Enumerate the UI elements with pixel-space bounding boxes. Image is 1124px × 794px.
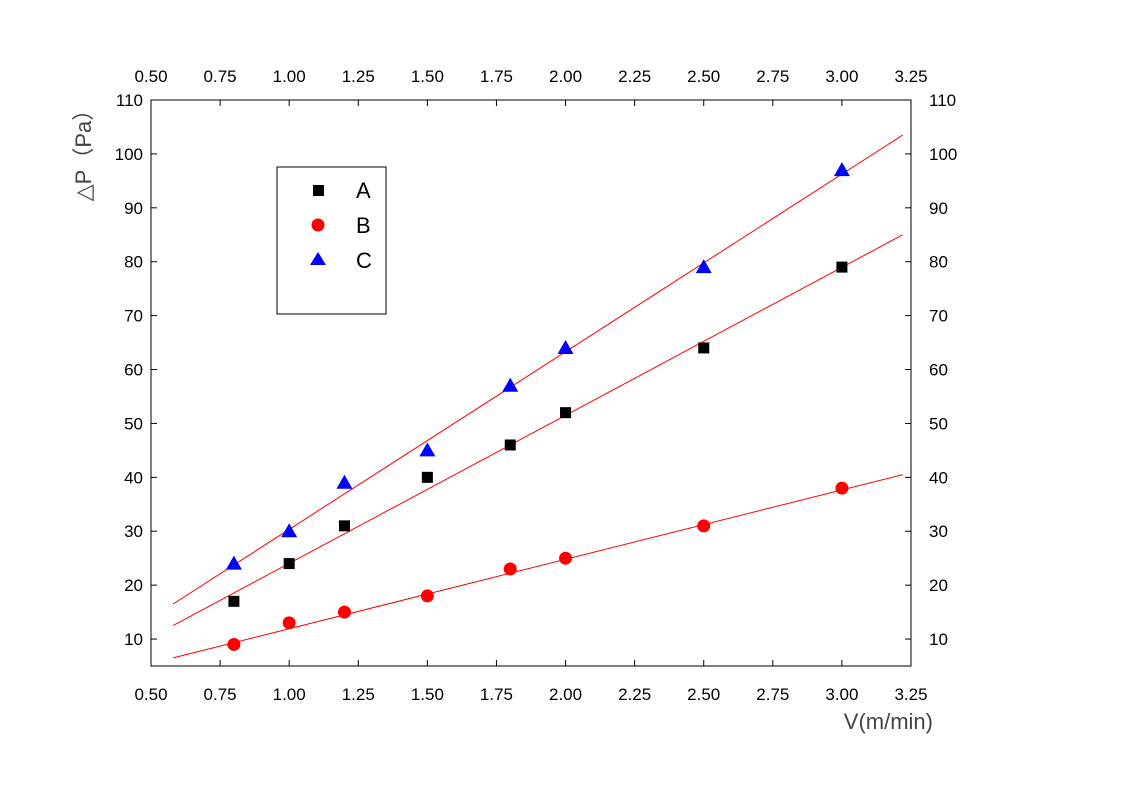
point-b	[503, 562, 517, 576]
y-axis-title: △P（Pa）	[71, 99, 96, 202]
plot-frame	[150, 99, 912, 667]
y-tick-label-left: 110	[116, 91, 143, 110]
point-b	[337, 605, 351, 619]
legend-marker-b	[311, 218, 325, 232]
point-c	[225, 555, 242, 570]
x-tick-label-top: 1.25	[342, 67, 375, 86]
legend: A B C	[276, 166, 387, 315]
x-tick-label-top: 2.00	[549, 67, 582, 86]
y-tick-label-left: 90	[124, 199, 143, 218]
point-b	[559, 551, 573, 565]
x-tick-label-bottom: 1.50	[411, 685, 444, 704]
legend-label-c: C	[356, 248, 372, 273]
point-b	[835, 481, 849, 495]
point-a	[283, 558, 295, 570]
point-c	[695, 259, 712, 274]
y-tick-label-right: 50	[929, 414, 948, 433]
x-tick-label-bottom: 0.75	[204, 685, 237, 704]
x-tick-label-bottom: 2.50	[687, 685, 720, 704]
point-a	[836, 261, 848, 273]
point-c	[281, 523, 298, 538]
point-c	[419, 442, 436, 457]
point-a	[421, 471, 433, 483]
y-tick-label-right: 20	[929, 576, 948, 595]
y-tick-label-right: 110	[929, 91, 956, 110]
x-tick-label-top: 3.00	[825, 67, 858, 86]
x-tick-label-top: 1.50	[411, 67, 444, 86]
y-tick-label-right: 80	[929, 253, 948, 272]
point-c	[502, 377, 519, 392]
x-tick-label-bottom: 1.25	[342, 685, 375, 704]
point-b	[697, 519, 711, 533]
legend-marker-c	[310, 252, 326, 265]
y-tick-label-left: 100	[115, 145, 143, 164]
legend-label-a: A	[356, 178, 371, 203]
y-tick-label-right: 70	[929, 307, 948, 326]
x-tick-label-top: 2.50	[687, 67, 720, 86]
y-tick-label-left: 20	[124, 576, 143, 595]
x-tick-label-top: 1.75	[480, 67, 513, 86]
y-tick-label-right: 30	[929, 522, 948, 541]
x-tick-label-bottom: 2.00	[549, 685, 582, 704]
y-tick-label-right: 60	[929, 361, 948, 380]
x-tick-label-bottom: 1.00	[273, 685, 306, 704]
fit-lines	[172, 134, 903, 659]
y-tick-label-right: 10	[929, 630, 948, 649]
y-tick-label-left: 10	[124, 630, 143, 649]
x-tick-label-top: 0.50	[134, 67, 167, 86]
point-b	[420, 589, 434, 603]
x-tick-label-bottom: 3.25	[894, 685, 927, 704]
y-tick-label-left: 40	[124, 468, 143, 487]
y-tick-label-right: 90	[929, 199, 948, 218]
y-tick-label-left: 50	[124, 414, 143, 433]
fit-line-a	[172, 234, 903, 627]
x-tick-label-bottom: 2.25	[618, 685, 651, 704]
x-tick-label-top: 2.75	[756, 67, 789, 86]
point-a	[228, 595, 240, 607]
x-tick-label-bottom: 0.50	[134, 685, 167, 704]
point-c	[557, 339, 574, 354]
x-tick-label-top: 3.25	[894, 67, 927, 86]
axis-ticks: 0.50 0.50 0.75 0.75 1.00 1.00 1.25 1.25 1.50 1.50…	[115, 67, 958, 704]
x-tick-label-bottom: 2.75	[756, 685, 789, 704]
y-tick-label-left: 30	[124, 522, 143, 541]
point-b	[282, 616, 296, 630]
x-tick-label-bottom: 1.75	[480, 685, 513, 704]
y-tick-label-right: 100	[929, 145, 957, 164]
point-c	[833, 162, 850, 177]
x-tick-label-top: 0.75	[204, 67, 237, 86]
point-a	[504, 439, 516, 451]
y-tick-label-right: 40	[929, 468, 948, 487]
point-a	[338, 520, 350, 532]
y-tick-label-left: 80	[124, 253, 143, 272]
point-a	[560, 407, 572, 419]
x-tick-label-top: 2.25	[618, 67, 651, 86]
x-tick-label-top: 1.00	[273, 67, 306, 86]
fit-line-b	[172, 474, 903, 659]
y-tick-label-left: 60	[124, 361, 143, 380]
legend-label-b: B	[356, 213, 371, 238]
y-tick-label-left: 70	[124, 307, 143, 326]
data-points	[225, 162, 850, 651]
point-c	[336, 474, 353, 489]
legend-marker-a	[313, 185, 324, 196]
point-b	[227, 637, 241, 651]
point-a	[698, 342, 710, 354]
x-tick-label-bottom: 3.00	[825, 685, 858, 704]
x-axis-title: V(m/min)	[844, 709, 933, 734]
fit-line-c	[172, 134, 903, 605]
legend-box	[276, 166, 387, 315]
